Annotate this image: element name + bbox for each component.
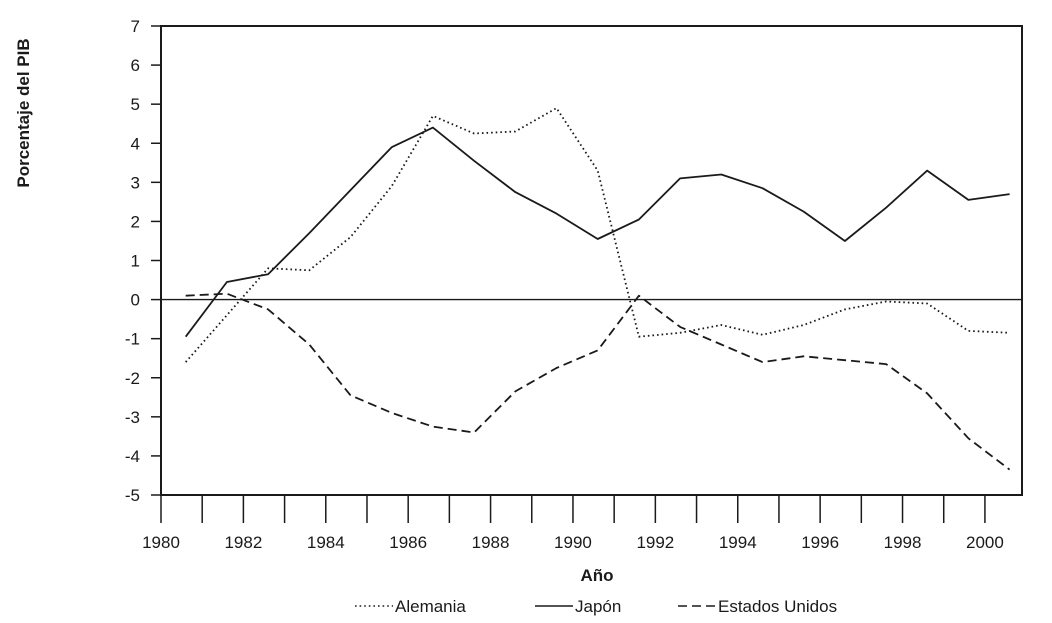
y-tick-label: -3 (125, 408, 140, 427)
y-tick-label: 6 (131, 56, 140, 75)
series-line-japón (184, 126, 1010, 338)
plot-frame (160, 25, 1023, 496)
x-tick-label: 1988 (472, 533, 510, 552)
x-tick-label: 1980 (142, 533, 180, 552)
x-tick-label: 1992 (636, 533, 674, 552)
series-lines (184, 107, 1011, 471)
x-tick-label: 1994 (719, 533, 757, 552)
x-tick-label: 1982 (224, 533, 262, 552)
legend-label: Alemania (395, 597, 466, 616)
y-tick-label: 1 (131, 252, 140, 271)
x-axis: 1980 1982 1984 1986 1988 1990 1992 1994 1996 1998… (142, 495, 1004, 552)
y-tick-label: 3 (131, 173, 140, 192)
y-tick-label: 2 (131, 212, 140, 231)
legend: Alemania Japón Estados Unidos (355, 597, 837, 616)
y-axis-title: Porcentaje del PIB (14, 38, 33, 187)
legend-label: Estados Unidos (718, 597, 837, 616)
x-tick-label: 1990 (554, 533, 592, 552)
plot-area-border (160, 25, 1023, 496)
x-tick-label: 1998 (884, 533, 922, 552)
y-tick-label: 0 (131, 291, 140, 310)
y-axis: -5 -4 -3 -2 -1 0 1 2 3 4 5 6 7 (125, 17, 161, 505)
series-line-estados-unidos (185, 292, 1011, 471)
y-tick-label: -2 (125, 369, 140, 388)
y-tick-label: 4 (131, 134, 140, 153)
y-tick-label: 7 (131, 17, 140, 36)
y-tick-label: -1 (125, 330, 140, 349)
y-tick-label: 5 (131, 95, 140, 114)
x-tick-label: 1986 (389, 533, 427, 552)
y-tick-label: -5 (125, 486, 140, 505)
x-axis-title: Año (580, 566, 613, 585)
x-tick-label: 1984 (307, 533, 345, 552)
series-line-alemania (185, 107, 1010, 363)
x-tick-label: 1996 (801, 533, 839, 552)
legend-label: Japón (575, 597, 621, 616)
axis-titles: Porcentaje del PIB Año (14, 38, 614, 585)
x-tick-label: 2000 (966, 533, 1004, 552)
y-tick-label: -4 (125, 447, 140, 466)
